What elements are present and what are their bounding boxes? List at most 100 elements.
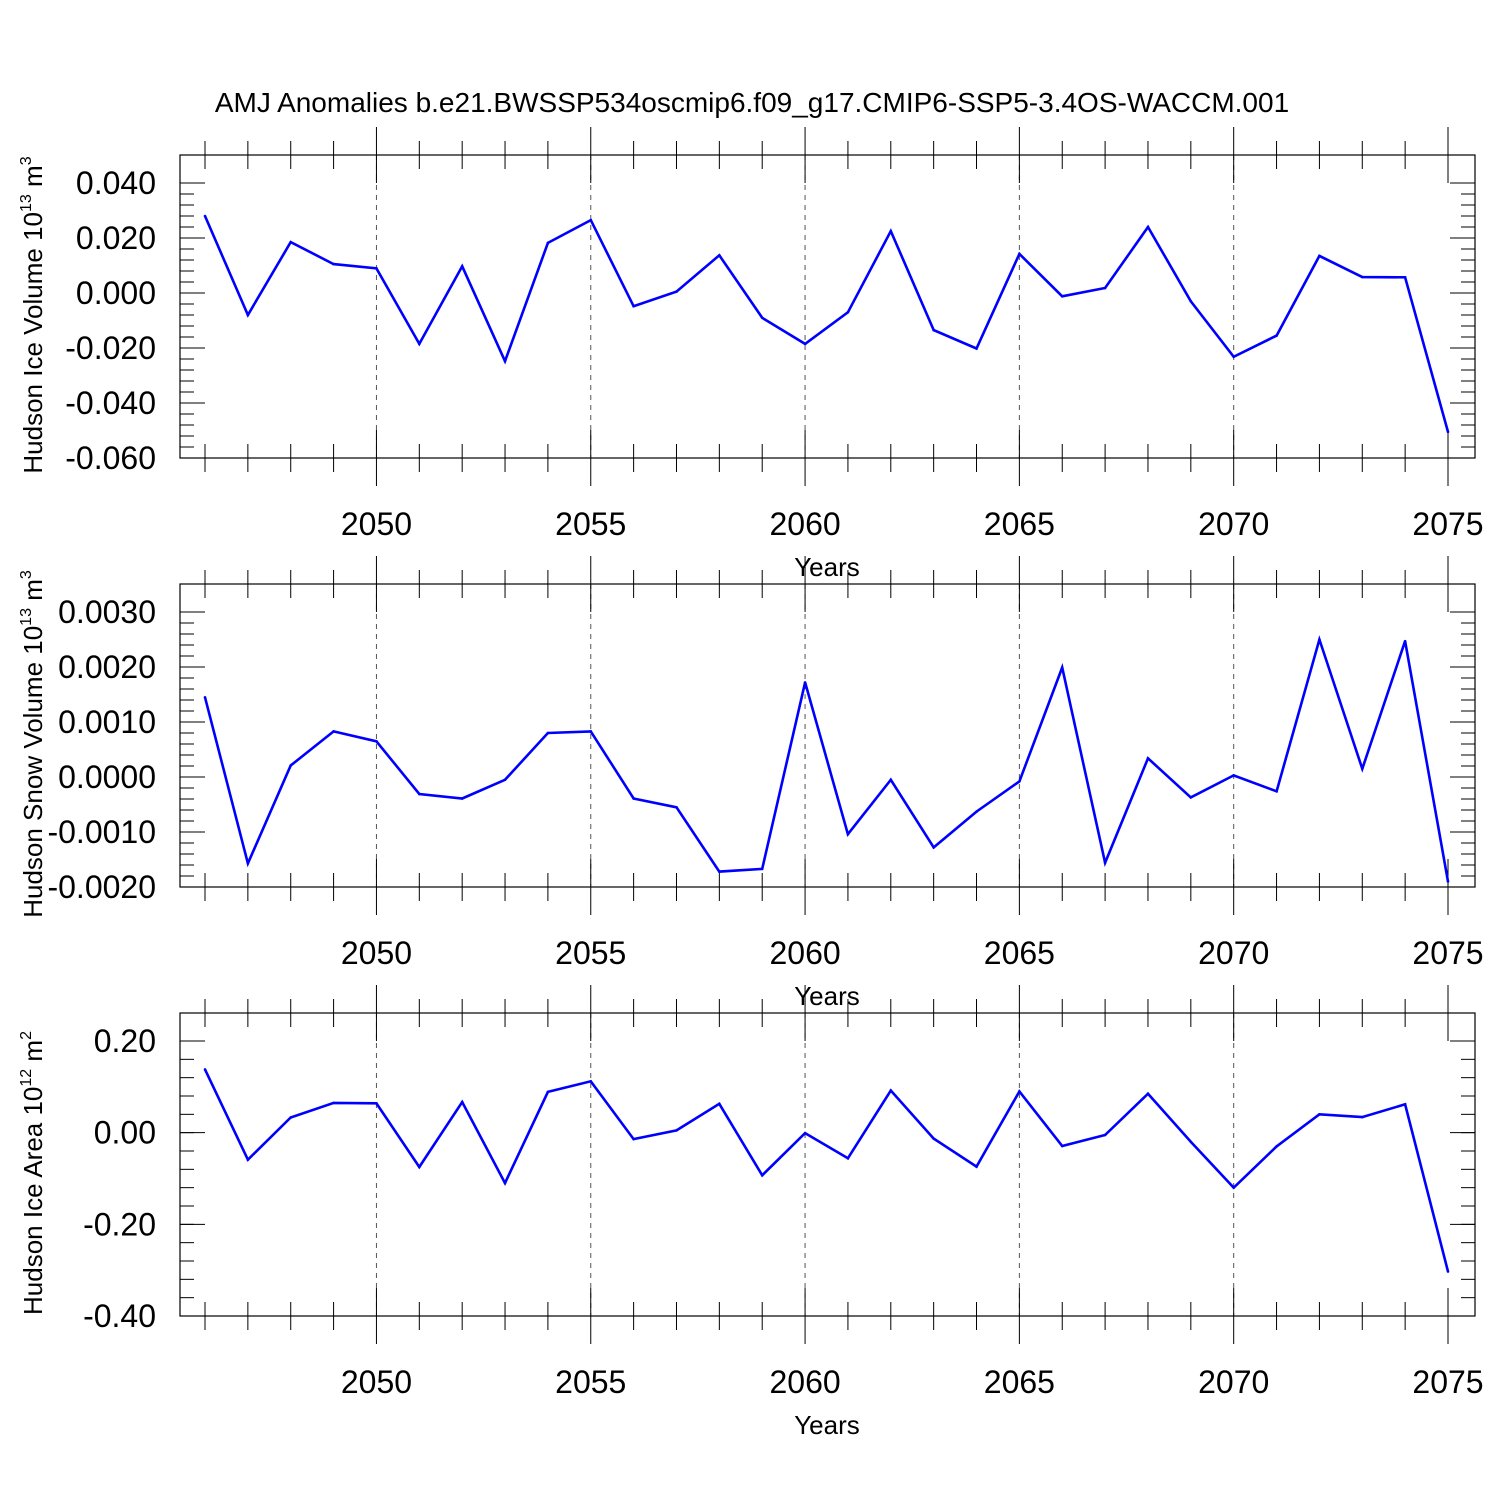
y-tick-label: 0.0000 [58,759,156,795]
data-point [675,290,678,293]
data-point [1360,767,1364,771]
data-point [203,1068,207,1071]
y-axis-title-part: m [18,165,48,194]
x-tick-label: 2050 [341,1364,412,1400]
y-tick-label: 0.0030 [58,594,156,630]
data-point [889,1089,893,1092]
x-tick-label: 2065 [984,935,1055,971]
y-axis-title: Hudson Ice Area 1012 m2 [18,1031,48,1315]
data-point [1018,1090,1021,1093]
x-tick-label: 2075 [1412,1364,1483,1400]
data-point [889,778,893,782]
chart-panel-1: 0.040 0.020 0.000 -0.020 -0.040 -0.060 2050 205… [18,127,1484,582]
x-tick-label: 2070 [1198,506,1269,542]
x-tick-label: 2055 [555,1364,626,1400]
data-point [1189,796,1193,799]
data-point [803,1131,807,1135]
data-point [546,1090,550,1094]
data-point [1446,1270,1450,1273]
y-axis-title-part: m [18,579,48,608]
data-point [975,810,978,813]
panels: 0.040 0.020 0.000 -0.020 -0.040 -0.060 2050 205… [18,127,1484,1440]
data-point [503,359,507,363]
x-tick-label: 2065 [984,1364,1055,1400]
data-point [332,730,335,733]
y-tick-label: 0.00 [94,1115,156,1151]
x-tick-label: 2060 [769,506,840,542]
data-point [460,265,464,268]
data-point [1146,1092,1150,1096]
y-axis-title: Hudson Ice Volume 1013 m3 [18,156,48,473]
data-point [332,262,335,266]
data-point [246,313,250,317]
data-point [503,778,507,782]
data-point [1318,638,1321,641]
y-tick-label: -0.40 [83,1298,156,1334]
data-point [1232,1186,1235,1189]
x-tick-label: 2060 [769,1364,840,1400]
x-tick-label: 2060 [769,935,840,971]
data-point [1275,1145,1278,1148]
y-tick-label: 0.0010 [58,704,156,740]
x-tick-label: 2050 [341,506,412,542]
data-point [332,1101,335,1105]
data-point [975,1165,978,1168]
data-point [589,218,593,222]
y-axis-title-part: Hudson Snow Volume 10 [18,626,48,918]
data-point [803,681,807,684]
chart-panel-2: 0.0030 0.0020 0.0010 0.0000 -0.0010 -0.0020 20… [18,556,1484,1011]
data-point [1446,880,1450,883]
x-tick-label: 2070 [1198,1364,1269,1400]
data-point [1232,355,1235,359]
data-point [289,1116,293,1119]
data-point [1103,861,1107,865]
data-point [289,764,293,767]
data-point [632,797,635,800]
data-point [1403,276,1407,279]
data-point [846,1157,850,1160]
data-point [460,1100,464,1104]
y-axis-title-part: Hudson Ice Area 10 [18,1087,48,1315]
data-point [203,695,207,699]
x-axis-title: Years [794,552,860,582]
series-line [203,1068,1450,1272]
x-tick-label: 2075 [1412,506,1483,542]
x-tick-label: 2065 [984,506,1055,542]
data-point [1018,252,1021,256]
figure-title: AMJ Anomalies b.e21.BWSSP534oscmip6.f09_… [215,87,1289,118]
data-point [1060,666,1064,669]
data-point [203,214,207,218]
data-point [760,867,764,871]
data-point [546,731,550,735]
data-point [289,240,293,244]
y-tick-label: 0.020 [76,220,156,256]
chart-panel-3: 0.20 0.00 -0.20 -0.40 2050 2055 2060 2065 2070 20… [18,985,1484,1440]
data-point [375,1102,378,1105]
y-tick-label: -0.20 [83,1206,156,1242]
y-axis-title-part: Hudson Ice Volume 10 [18,212,48,474]
data-point [1360,1115,1364,1119]
x-axis-title: Years [794,1410,860,1440]
data-point [718,1102,721,1106]
data-point [846,832,850,836]
x-tick-label: 2055 [555,506,626,542]
data-point [1403,639,1407,643]
data-point [1060,1144,1064,1148]
x-tick-label: 2075 [1412,935,1483,971]
y-tick-label: 0.0020 [58,649,156,685]
y-tick-label: 0.20 [94,1023,156,1059]
y-tick-label: -0.0020 [47,869,156,905]
data-point [1232,774,1235,777]
y-tick-label: -0.0010 [47,814,156,850]
series-line [203,635,1450,882]
y-tick-label: 0.040 [76,165,156,201]
data-point [1275,790,1278,793]
data-point [375,739,378,743]
y-axis-title-superscript: 13 [18,194,35,212]
x-tick-label: 2050 [341,935,412,971]
y-axis-title-superscript: 3 [18,570,35,579]
data-point [1103,1133,1107,1137]
data-point [1446,430,1450,434]
data-point [1146,225,1150,229]
data-point [1189,299,1193,303]
